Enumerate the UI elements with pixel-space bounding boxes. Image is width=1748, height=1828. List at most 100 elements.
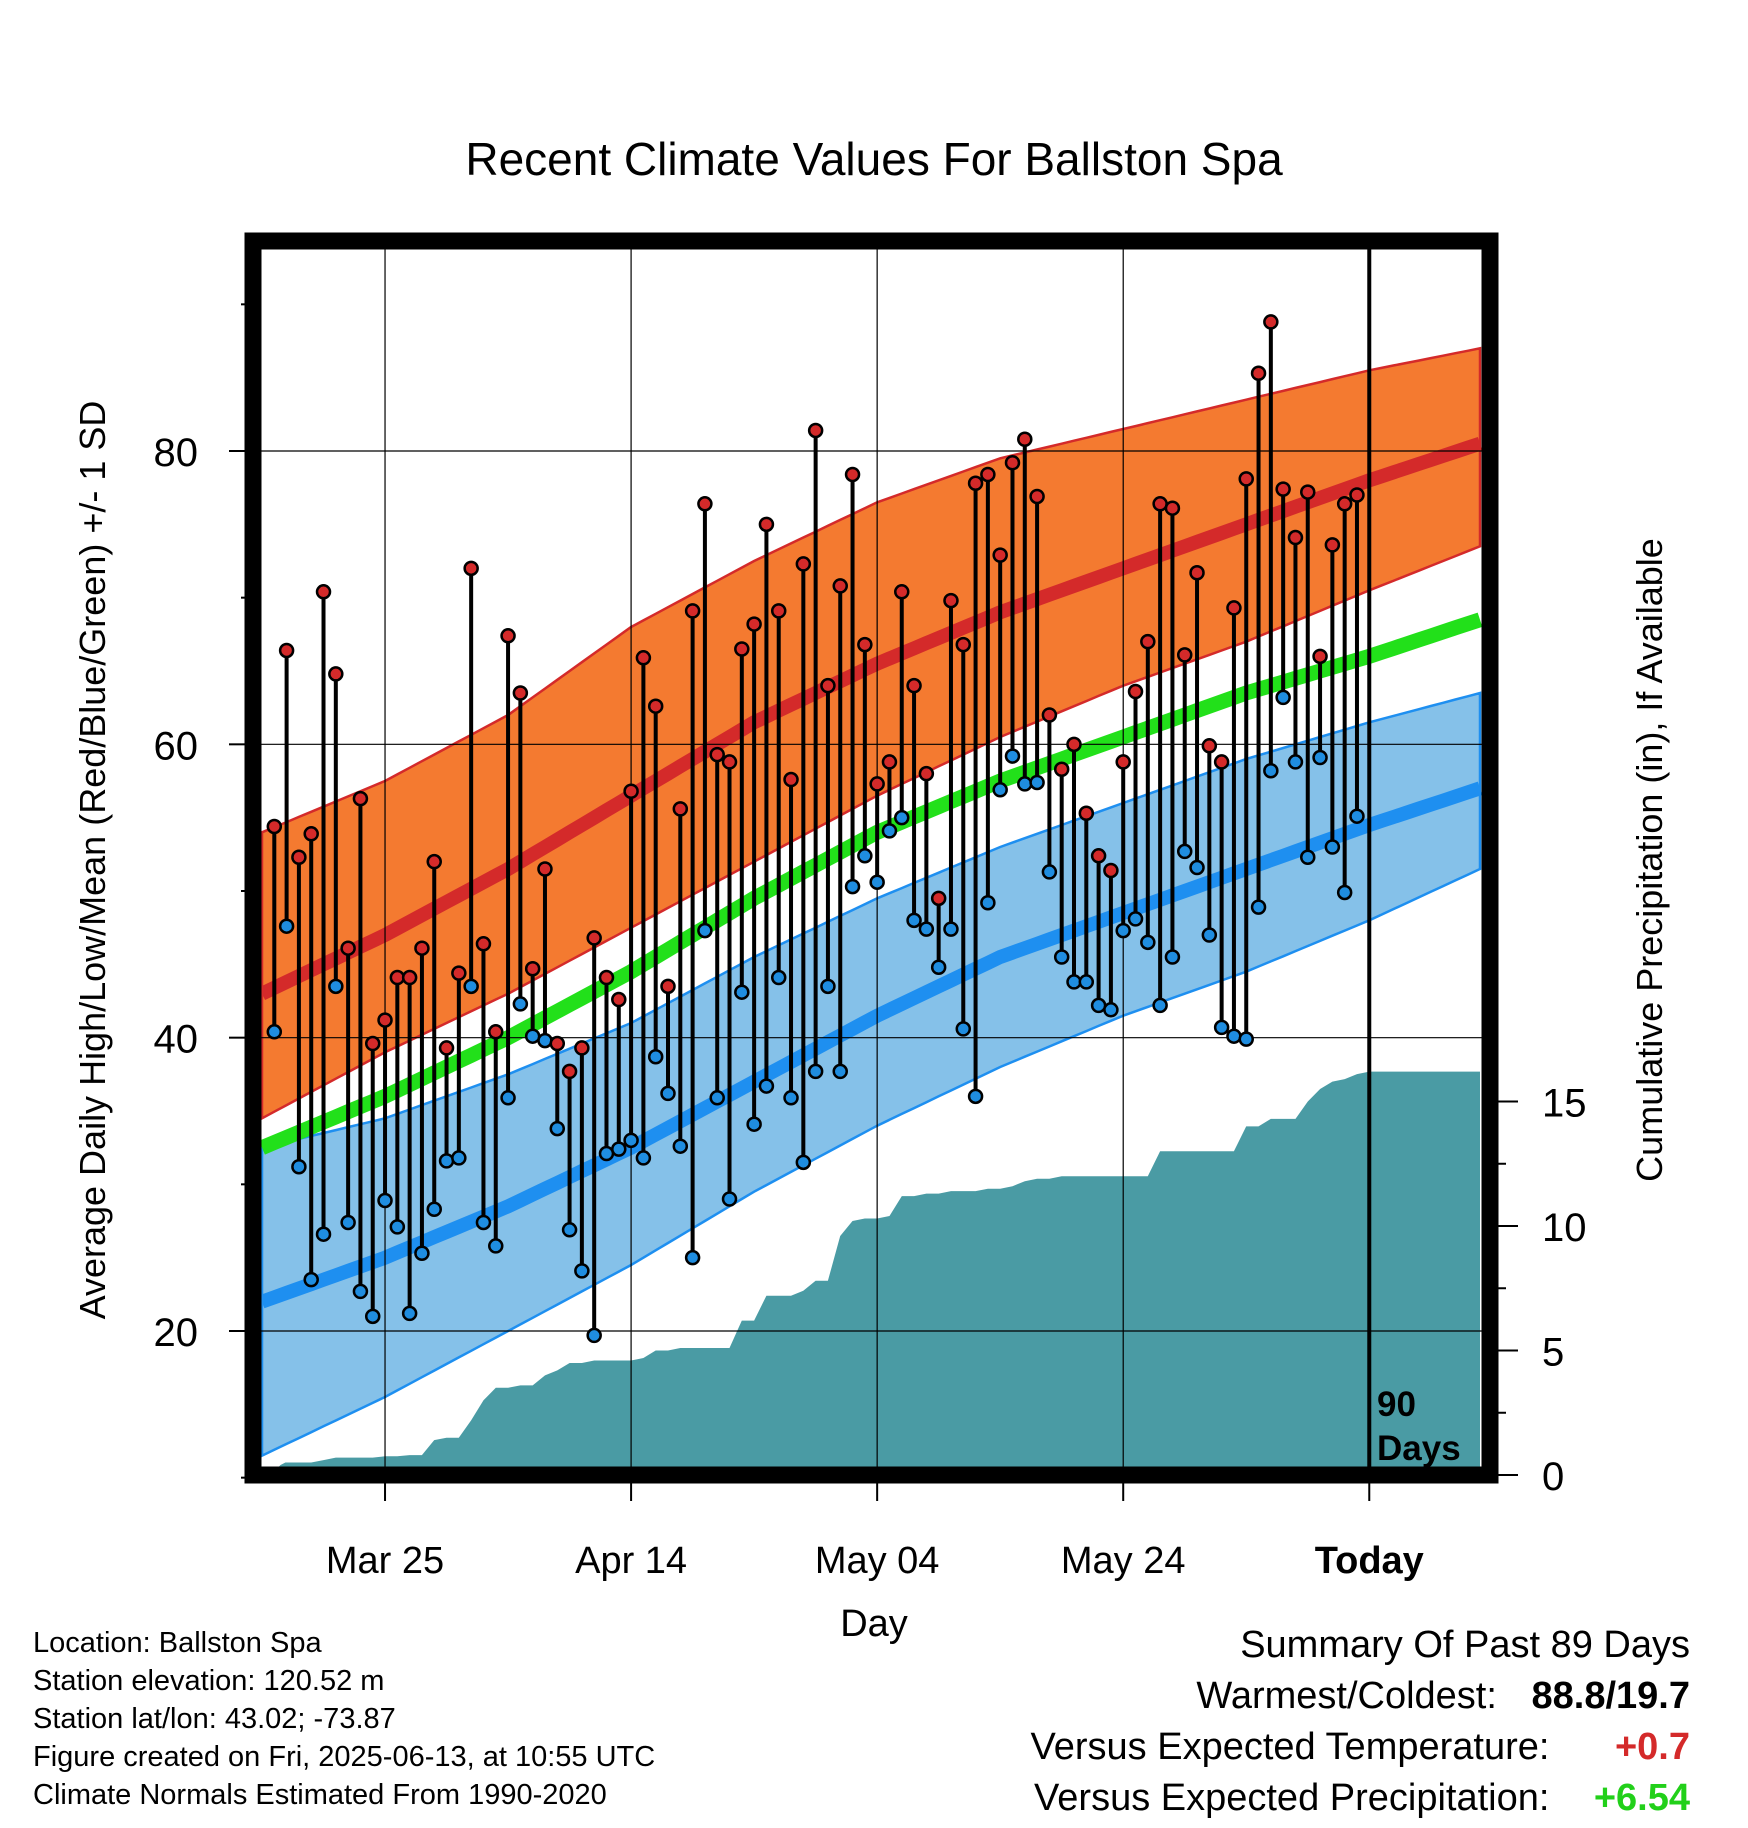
daily-high-point xyxy=(1201,738,1218,754)
summary-heading: Summary Of Past 89 Days xyxy=(1240,1624,1690,1666)
daily-high-point xyxy=(1263,314,1279,330)
daily-high-point xyxy=(1041,707,1058,723)
daily-low-point xyxy=(1127,911,1144,927)
daily-high-point xyxy=(967,475,984,492)
daily-low-point xyxy=(881,823,898,839)
y-tick-label-left: 80 xyxy=(154,431,199,475)
daily-low-point xyxy=(364,1308,381,1325)
daily-high-point xyxy=(1017,431,1033,448)
location-text: Location: Ballston Spa xyxy=(33,1627,322,1659)
daily-high-point xyxy=(881,754,898,770)
daily-low-point xyxy=(524,1028,541,1044)
daily-high-point xyxy=(303,826,319,842)
daily-low-point xyxy=(291,1158,307,1175)
daily-high-point xyxy=(807,422,824,439)
daily-high-point xyxy=(414,940,430,956)
daily-low-point xyxy=(1115,922,1131,939)
daily-low-point xyxy=(894,809,910,826)
y-tick-label-left: 20 xyxy=(154,1311,199,1355)
daily-high-point xyxy=(500,628,516,644)
daily-high-point xyxy=(1312,648,1328,665)
daily-high-point xyxy=(795,556,812,572)
daily-low-point xyxy=(1349,808,1365,824)
daily-low-point xyxy=(500,1090,516,1106)
daily-high-point xyxy=(869,776,885,792)
daily-high-point xyxy=(328,666,344,682)
daily-high-point xyxy=(1152,496,1168,512)
daily-high-point xyxy=(266,818,283,835)
daily-high-point xyxy=(426,853,442,870)
daily-low-point xyxy=(1263,762,1279,779)
daily-low-point xyxy=(561,1222,578,1238)
daily-high-point xyxy=(1189,564,1205,581)
daily-low-point xyxy=(426,1201,442,1218)
daily-high-point xyxy=(709,746,725,763)
y-tick-label-right: 0 xyxy=(1542,1455,1564,1499)
y-tick-label-right: 15 xyxy=(1542,1082,1587,1126)
daily-low-point xyxy=(1017,776,1033,792)
daily-low-point xyxy=(389,1219,406,1235)
daily-low-point xyxy=(414,1245,430,1262)
daily-low-point xyxy=(807,1063,824,1080)
elevation-text: Station elevation: 120.52 m xyxy=(33,1665,385,1697)
daily-low-point xyxy=(1300,849,1316,866)
daily-high-point xyxy=(660,978,676,995)
daily-high-point xyxy=(955,636,972,653)
daily-high-point xyxy=(734,641,750,657)
daily-high-point xyxy=(352,790,369,807)
daily-low-point xyxy=(1029,774,1045,791)
plot-frame xyxy=(244,232,1499,1484)
daily-low-point xyxy=(451,1150,467,1166)
daily-low-point xyxy=(1176,843,1193,860)
daily-low-point xyxy=(930,959,947,976)
daily-high-point xyxy=(635,650,652,666)
daily-low-point xyxy=(1066,974,1082,990)
daily-low-point xyxy=(980,894,996,911)
daily-low-point xyxy=(906,912,922,929)
daily-low-point xyxy=(1336,884,1353,901)
normal-mean-line xyxy=(259,612,1483,1155)
daily-high-point xyxy=(1287,529,1304,546)
normal-low-line xyxy=(259,781,1483,1309)
y-tick-label-right: 5 xyxy=(1542,1331,1564,1375)
daily-low-point xyxy=(684,1249,701,1266)
daily-low-point xyxy=(1189,859,1205,876)
daily-low-point xyxy=(672,1138,689,1154)
temp-anomaly-label: Versus Expected Temperature: xyxy=(1030,1726,1550,1768)
daily-low-point xyxy=(635,1150,652,1166)
daily-low-point xyxy=(820,978,836,995)
today-marker-label-number: 90 xyxy=(1377,1385,1416,1424)
temp-anomaly-row: Versus Expected Temperature: +0.7 xyxy=(1031,1722,1690,1773)
daily-low-point xyxy=(512,996,529,1012)
daily-low-point xyxy=(574,1263,590,1279)
daily-high-point xyxy=(611,991,627,1008)
daily-high-point xyxy=(943,592,959,609)
y-tick-label-right: 10 xyxy=(1542,1206,1587,1250)
daily-low-point xyxy=(943,921,959,937)
daily-high-point xyxy=(1300,484,1316,500)
precip-anomaly-label: Versus Expected Precipitation: xyxy=(1034,1777,1550,1819)
chart-title: Recent Climate Values For Ballston Spa xyxy=(465,133,1283,185)
plot-interior xyxy=(253,241,1490,1475)
daily-low-point xyxy=(598,1145,615,1162)
daily-low-point xyxy=(992,782,1008,798)
daily-high-point xyxy=(1349,487,1365,503)
daily-high-point xyxy=(549,1035,566,1052)
daily-high-point xyxy=(561,1063,578,1080)
summary-panel: Summary Of Past 89 Days Warmest/Coldest:… xyxy=(1031,1620,1690,1824)
daily-low-point xyxy=(586,1327,602,1344)
daily-low-point xyxy=(623,1132,639,1149)
daily-low-point xyxy=(1164,949,1181,965)
warm-cold-row: Warmest/Coldest: 88.8/19.7 xyxy=(1031,1671,1690,1722)
daily-high-point xyxy=(1226,600,1242,616)
daily-high-point xyxy=(1115,754,1131,770)
daily-low-point xyxy=(1053,949,1070,965)
daily-low-point xyxy=(1213,1019,1230,1036)
daily-high-point xyxy=(894,584,910,600)
daily-high-point xyxy=(1004,454,1021,471)
daily-low-point xyxy=(537,1032,553,1049)
daily-low-point xyxy=(1312,749,1328,766)
station-info: Location: Ballston Spa Station elevation… xyxy=(33,1624,655,1814)
daily-low-point xyxy=(352,1283,369,1300)
daily-high-point xyxy=(537,861,553,877)
